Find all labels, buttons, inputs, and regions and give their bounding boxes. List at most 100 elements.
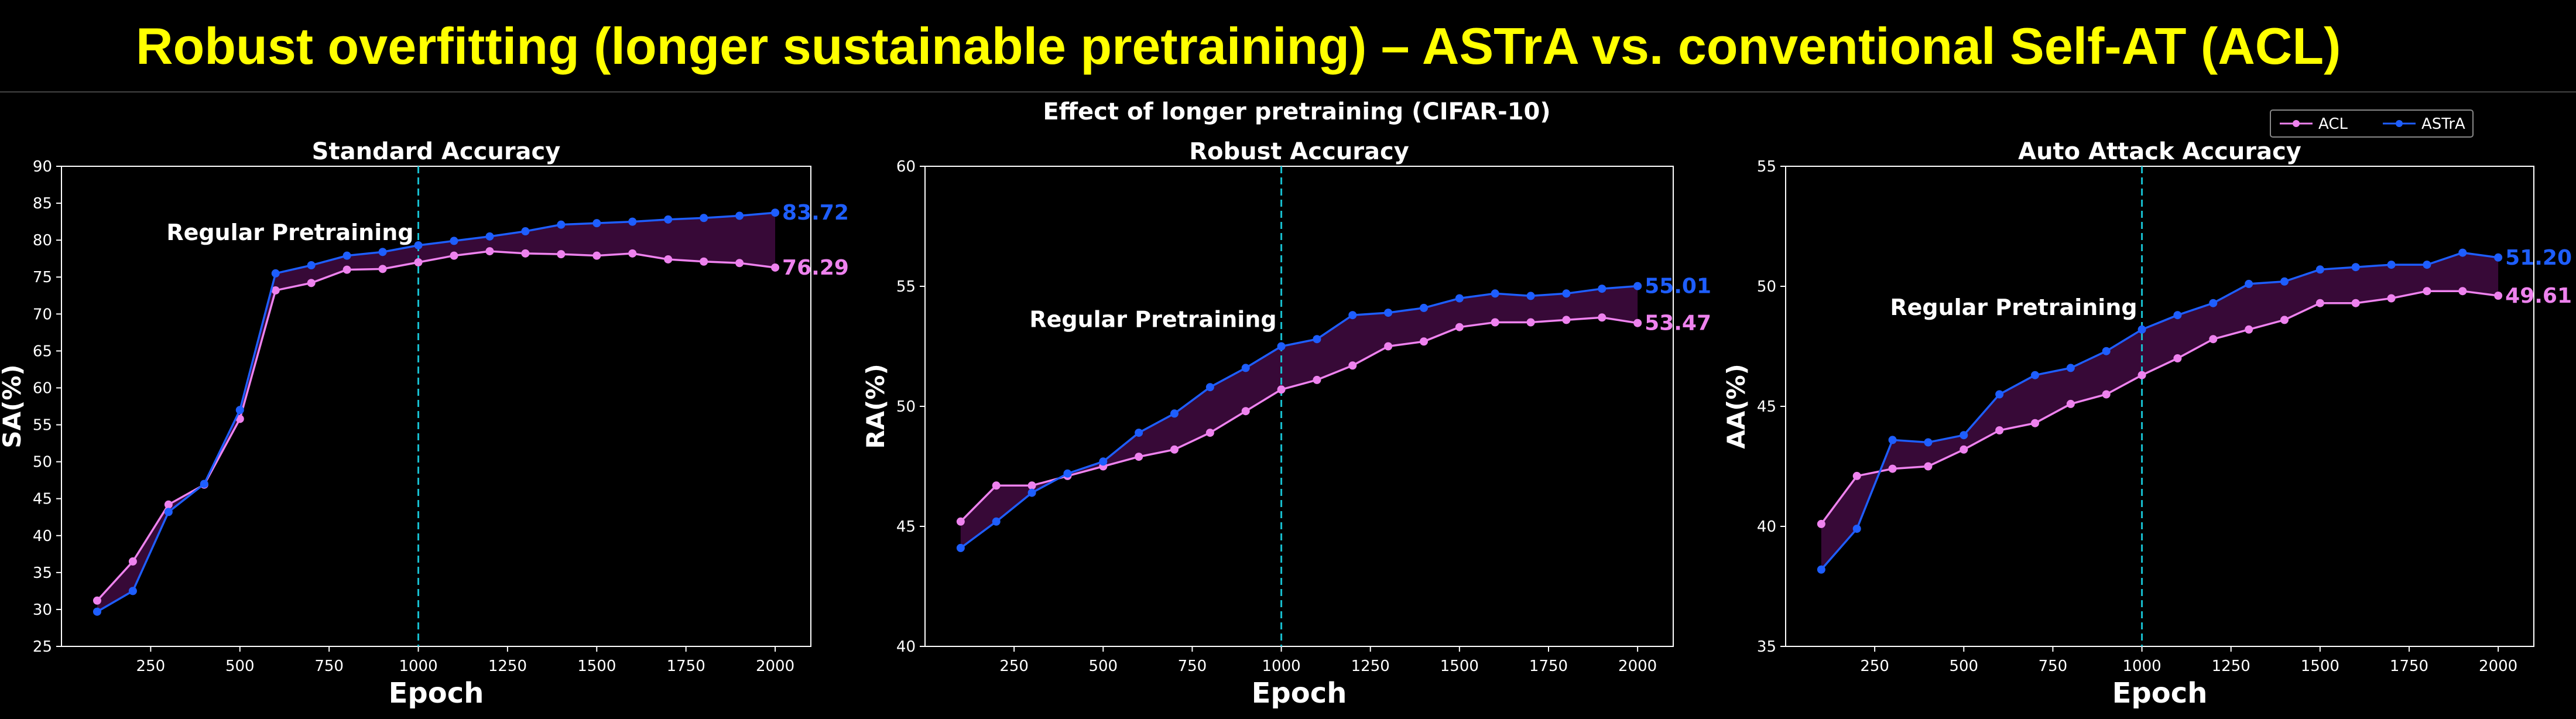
annotation-regular-pretraining: Regular Pretraining xyxy=(1029,307,1276,333)
point-astra xyxy=(2066,364,2075,372)
point-acl xyxy=(2031,419,2039,427)
y-tick-label: 50 xyxy=(896,398,916,416)
x-tick-label: 500 xyxy=(1949,658,1978,675)
y-tick-label: 40 xyxy=(1757,518,1776,536)
point-acl xyxy=(1455,323,1464,331)
point-astra xyxy=(1384,309,1393,317)
point-astra xyxy=(956,543,965,552)
point-astra xyxy=(628,217,637,226)
panel-2: 250 500 750 1000 1250 1500 1750 2000 40 45 50 55 60 5… xyxy=(861,138,1711,710)
point-astra xyxy=(1313,335,1321,344)
legend-label-acl: ACL xyxy=(2318,115,2348,133)
y-tick-label: 45 xyxy=(33,491,52,508)
point-acl xyxy=(2423,287,2431,296)
x-tick-label: 2000 xyxy=(1618,658,1657,675)
point-acl xyxy=(956,517,965,526)
x-tick-label: 1250 xyxy=(1351,658,1390,675)
point-astra xyxy=(1633,282,1642,290)
y-tick-label: 25 xyxy=(33,638,52,656)
point-astra xyxy=(1562,289,1571,298)
point-acl xyxy=(1598,313,1606,322)
y-tick-label: 90 xyxy=(33,158,52,176)
point-acl xyxy=(378,265,387,273)
point-astra xyxy=(271,269,280,278)
point-astra xyxy=(2315,265,2324,274)
point-astra xyxy=(1598,285,1606,293)
gap-shading xyxy=(960,286,1638,548)
point-astra xyxy=(557,220,566,229)
gap-shading xyxy=(97,213,776,612)
point-acl xyxy=(93,596,101,605)
point-acl xyxy=(1995,426,2004,434)
point-acl xyxy=(735,259,744,268)
point-acl xyxy=(307,279,316,287)
legend-frame xyxy=(2270,109,2474,138)
point-acl xyxy=(1633,319,1642,327)
x-tick-label: 1750 xyxy=(2390,658,2428,675)
x-tick-label: 1750 xyxy=(1529,658,1568,675)
point-acl xyxy=(771,263,780,272)
y-tick-label: 40 xyxy=(33,528,52,545)
point-astra xyxy=(378,248,387,256)
point-acl xyxy=(1420,337,1428,346)
y-tick-label: 80 xyxy=(33,232,52,249)
point-astra xyxy=(992,517,1001,526)
point-astra xyxy=(771,208,780,217)
point-acl xyxy=(1313,375,1321,384)
point-acl xyxy=(271,286,280,295)
point-acl xyxy=(1205,429,1214,437)
point-astra xyxy=(2423,261,2431,269)
panel-title: Standard Accuracy xyxy=(312,138,561,165)
panel-title: Auto Attack Accuracy xyxy=(2018,138,2301,165)
series-line-astra xyxy=(960,285,1638,549)
x-tick-label: 250 xyxy=(999,658,1029,675)
point-acl xyxy=(1960,445,1968,454)
point-acl xyxy=(2209,335,2218,344)
point-astra xyxy=(2209,299,2218,307)
x-tick-label: 1500 xyxy=(1440,658,1479,675)
point-astra xyxy=(450,237,458,245)
slide-title: Robust overfitting (longer sustainable p… xyxy=(136,17,2341,75)
x-tick-label: 1250 xyxy=(2212,658,2250,675)
y-tick-label: 35 xyxy=(1757,638,1776,656)
point-acl xyxy=(2066,399,2075,408)
point-acl xyxy=(1384,342,1393,351)
point-acl xyxy=(1027,481,1036,490)
point-astra xyxy=(164,508,173,516)
point-acl xyxy=(521,249,530,258)
point-acl xyxy=(2280,316,2289,324)
point-acl xyxy=(557,250,566,259)
point-astra xyxy=(735,211,744,220)
point-acl xyxy=(1817,519,1825,528)
point-astra xyxy=(2280,277,2289,286)
point-astra xyxy=(1455,294,1464,303)
series-line-astra xyxy=(1820,251,2499,570)
point-acl xyxy=(235,415,244,423)
point-acl xyxy=(700,257,708,266)
point-acl xyxy=(1924,462,1933,471)
y-tick-label: 85 xyxy=(33,195,52,213)
y-tick-label: 45 xyxy=(896,518,916,536)
point-acl xyxy=(1526,318,1535,327)
point-acl xyxy=(2173,354,2182,362)
y-tick-label: 45 xyxy=(1757,398,1776,416)
point-astra xyxy=(2458,248,2467,257)
point-acl xyxy=(2102,390,2111,399)
end-value-label-acl: 76.29 xyxy=(782,256,849,280)
y-tick-label: 40 xyxy=(896,638,916,656)
point-astra xyxy=(592,219,601,228)
end-value-label-acl: 49.61 xyxy=(2505,284,2572,308)
point-acl xyxy=(2458,287,2467,296)
x-tick-label: 1500 xyxy=(2301,658,2339,675)
x-tick-label: 2000 xyxy=(756,658,794,675)
point-acl xyxy=(992,481,1001,490)
y-tick-label: 65 xyxy=(33,343,52,360)
point-astra xyxy=(2031,371,2039,379)
point-astra xyxy=(1348,311,1357,320)
x-tick-label: 750 xyxy=(314,658,344,675)
x-tick-label: 1250 xyxy=(488,658,527,675)
series-line-acl xyxy=(1820,290,2499,525)
point-acl xyxy=(2137,371,2146,379)
point-astra xyxy=(1063,469,1072,478)
point-astra xyxy=(1420,303,1428,312)
